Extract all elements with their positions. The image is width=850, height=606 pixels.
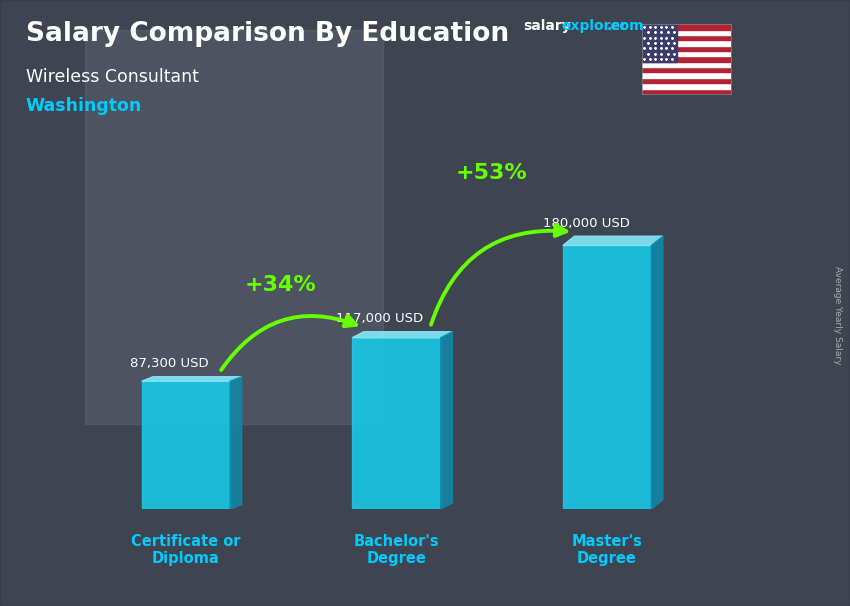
Text: 180,000 USD: 180,000 USD — [542, 216, 630, 230]
Text: Average Yearly Salary: Average Yearly Salary — [833, 266, 842, 364]
Text: 117,000 USD: 117,000 USD — [336, 312, 423, 325]
Bar — [642, 62, 731, 67]
Bar — [642, 78, 731, 83]
Text: Washington: Washington — [26, 97, 142, 115]
Polygon shape — [440, 331, 452, 509]
Polygon shape — [142, 377, 241, 381]
Bar — [642, 24, 731, 30]
Bar — [642, 51, 731, 56]
Polygon shape — [563, 245, 651, 509]
Text: 87,300 USD: 87,300 USD — [130, 357, 208, 370]
Bar — [642, 30, 731, 35]
Bar — [642, 56, 731, 62]
Text: Salary Comparison By Education: Salary Comparison By Education — [26, 21, 508, 47]
Text: +34%: +34% — [245, 275, 316, 295]
Bar — [642, 67, 731, 73]
Text: +53%: +53% — [456, 162, 527, 182]
Bar — [642, 73, 731, 78]
Bar — [642, 83, 731, 88]
Text: Wireless Consultant: Wireless Consultant — [26, 68, 198, 86]
Polygon shape — [651, 236, 663, 509]
Polygon shape — [563, 236, 663, 245]
Polygon shape — [142, 381, 230, 509]
Bar — [642, 24, 677, 62]
FancyArrowPatch shape — [431, 225, 566, 325]
Bar — [642, 45, 731, 51]
Text: salary: salary — [523, 19, 570, 33]
Bar — [642, 35, 731, 41]
Bar — [642, 88, 731, 94]
Polygon shape — [352, 338, 440, 509]
Text: explorer: explorer — [561, 19, 626, 33]
Polygon shape — [230, 377, 241, 509]
Text: .com: .com — [607, 19, 644, 33]
FancyArrowPatch shape — [221, 316, 356, 370]
Polygon shape — [352, 331, 452, 338]
Bar — [642, 41, 731, 45]
